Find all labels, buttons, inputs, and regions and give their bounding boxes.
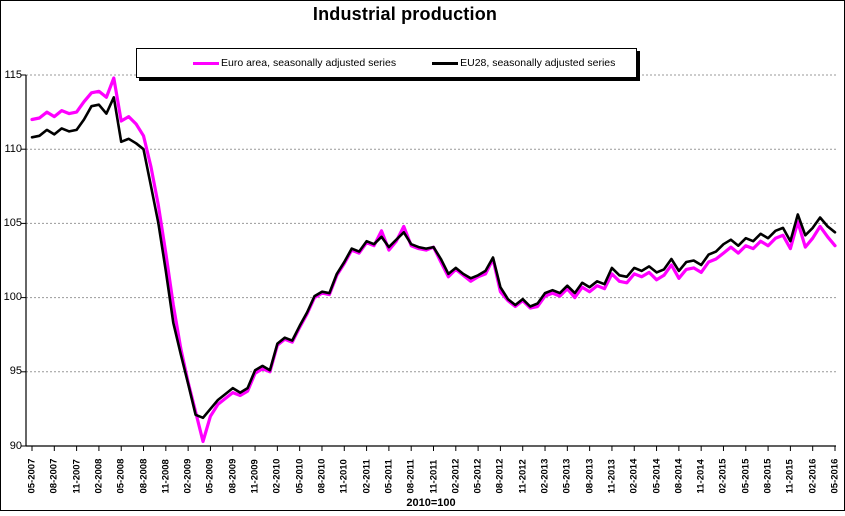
y-axis-label-95: 95 [9,365,22,378]
y-axis-label-100: 100 [3,291,22,304]
legend-label-euro-area: Euro area, seasonally adjusted series [221,57,397,69]
legend-entry-euro-area: Euro area, seasonally adjusted series [193,57,396,69]
chart-title: Industrial production [312,4,498,24]
euro-area-line-sample-icon [193,61,219,65]
index-note: 2010=100 [406,497,456,509]
eu28-line-sample-icon [432,61,459,65]
legend-box: Euro area, seasonally adjusted series EU… [136,48,637,78]
y-axis-label-110: 110 [4,142,22,155]
legend-entry-eu28: EU28, seasonally adjusted series [432,57,615,69]
euro-area-series-line [30,76,837,444]
eu28-series-line [30,96,837,420]
legend-label-eu28: EU28, seasonally adjusted series [460,57,616,69]
y-axis-label-115: 115 [4,68,22,81]
y-axis-label-90: 90 [9,439,22,452]
y-axis-label-105: 105 [3,216,22,229]
